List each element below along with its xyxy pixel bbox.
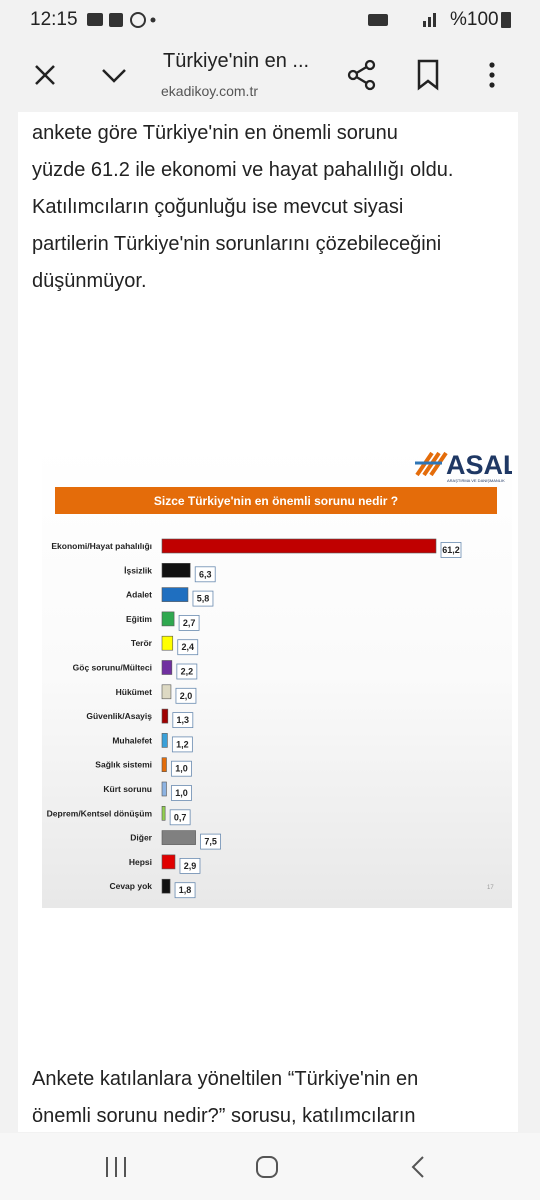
value-label: 6,3 xyxy=(199,569,212,579)
value-label-box xyxy=(440,542,462,558)
menu-button[interactable] xyxy=(485,60,499,90)
category-label: Diğer xyxy=(130,833,152,843)
status-bar: 12:15 %100 xyxy=(0,0,540,40)
value-label-box xyxy=(174,882,196,899)
category-label: Güvenlik/Asayiş xyxy=(86,711,152,721)
browser-toolbar: Türkiye'nin en ... ekadikoy.com.tr xyxy=(0,40,540,112)
text-line: yüzde 61.2 ile ekonomi ve hayat pahalılı… xyxy=(32,159,454,181)
bar xyxy=(161,805,166,821)
text-line: düşünmüyor. xyxy=(32,270,147,292)
value-label-box xyxy=(192,590,214,607)
value-label-box xyxy=(177,639,199,656)
paragraph: ankete göre Türkiye'nin en önemli sorunu… xyxy=(32,115,453,300)
value-label-box xyxy=(178,614,200,631)
bar xyxy=(161,733,168,748)
value-label: 5,8 xyxy=(197,594,210,604)
value-label: 1,8 xyxy=(179,885,192,895)
recents-button[interactable] xyxy=(104,1155,130,1179)
page-number: 17 xyxy=(487,885,494,891)
page-title: Türkiye'nin en ... xyxy=(163,50,310,72)
value-label-box xyxy=(176,663,198,680)
page-url: ekadikoy.com.tr xyxy=(161,83,258,99)
bar xyxy=(161,830,196,845)
value-label: 1,0 xyxy=(175,788,188,798)
value-label: 2,0 xyxy=(180,691,193,701)
value-label-box xyxy=(169,809,191,826)
value-label-box xyxy=(179,857,201,874)
bar xyxy=(161,878,171,894)
category-label: Göç sorunu/Mülteci xyxy=(73,663,152,673)
category-label: Cevap yok xyxy=(109,881,152,891)
battery-icon xyxy=(501,12,511,28)
value-label: 61,2 xyxy=(442,545,460,555)
value-label-box xyxy=(194,566,216,583)
category-label: Eğitim xyxy=(126,614,152,624)
value-label-box xyxy=(200,833,221,850)
bar xyxy=(161,684,172,700)
value-label-box xyxy=(172,712,194,729)
chart-image: ASAL ARAŞTIRMA VE DANIŞMANLIK Sizce Türk… xyxy=(42,445,512,908)
category-label: Terör xyxy=(131,638,153,648)
value-label: 1,3 xyxy=(177,715,190,725)
bar xyxy=(161,563,191,578)
category-label: Hükümet xyxy=(116,687,153,697)
bar xyxy=(161,635,174,651)
value-label: 1,2 xyxy=(176,739,189,749)
text-line: Ankete katılanlara yöneltilen “Türkiye'n… xyxy=(32,1068,419,1090)
value-label-box xyxy=(171,785,192,801)
text-line: partilerin Türkiye'nin sorunlarını çözeb… xyxy=(32,233,442,255)
text-line: önemli sorunu nedir?” sorusu, katılımcıl… xyxy=(32,1105,416,1127)
bookmark-button[interactable] xyxy=(415,58,441,92)
bar xyxy=(161,708,169,724)
value-label: 0,7 xyxy=(174,812,187,822)
category-label: Hepsi xyxy=(129,857,152,867)
category-label: Deprem/Kentsel dönüşüm xyxy=(47,808,153,818)
value-label: 2,9 xyxy=(184,861,197,871)
category-label: Sağlık sistemi xyxy=(95,760,152,770)
close-button[interactable] xyxy=(30,60,60,90)
notification-icons xyxy=(87,12,156,28)
value-label: 1,0 xyxy=(175,764,188,774)
paragraph: Ankete katılanlara yöneltilen “Türkiye'n… xyxy=(32,1061,418,1135)
chart-background xyxy=(42,445,512,908)
text-line: ankete göre Türkiye'nin en önemli sorunu xyxy=(32,122,398,144)
value-label: 7,5 xyxy=(204,837,217,847)
navigation-bar xyxy=(0,1133,540,1200)
bar xyxy=(161,538,437,554)
category-label: Kürt sorunu xyxy=(103,784,152,794)
chart-title: Sizce Türkiye'nin en önemli sorunu nedir… xyxy=(154,494,398,508)
category-label: Ekonomi/Hayat pahalılığı xyxy=(51,541,152,551)
bar xyxy=(161,781,167,797)
value-label: 2,4 xyxy=(181,642,194,652)
value-label-box xyxy=(171,736,193,753)
value-label-box xyxy=(171,760,192,777)
bar xyxy=(161,587,189,602)
value-label-box xyxy=(175,687,197,704)
signal-icons xyxy=(368,13,436,27)
home-button[interactable] xyxy=(255,1155,279,1179)
value-label: 2,2 xyxy=(181,667,194,677)
share-button[interactable] xyxy=(345,58,379,92)
bar xyxy=(161,757,167,773)
time: 12:15 xyxy=(30,9,78,30)
expand-button[interactable] xyxy=(98,60,130,90)
text-line: Katılımcıların çoğunluğu ise mevcut siya… xyxy=(32,196,404,218)
value-label: 2,7 xyxy=(183,618,196,628)
category-label: Muhalefet xyxy=(112,735,152,745)
category-label: Adalet xyxy=(126,590,152,600)
category-label: İşsizlik xyxy=(124,565,152,575)
back-button[interactable] xyxy=(408,1155,428,1179)
logo: ASAL xyxy=(446,450,512,480)
bar xyxy=(161,611,175,627)
battery: %100 xyxy=(450,9,499,30)
title-banner xyxy=(55,487,497,514)
bar xyxy=(161,660,173,675)
logo-subtitle: ARAŞTIRMA VE DANIŞMANLIK xyxy=(447,478,505,483)
bar xyxy=(161,854,176,870)
